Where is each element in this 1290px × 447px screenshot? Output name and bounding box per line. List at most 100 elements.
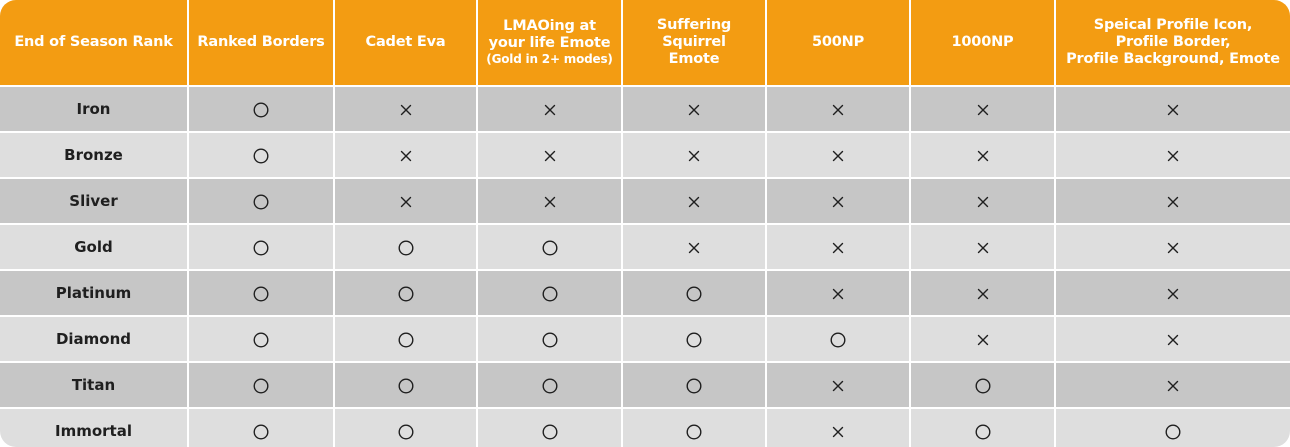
circle-mark-icon bbox=[1165, 424, 1181, 440]
header-special-profile-bundle: Speical Profile Icon, Profile Border, Prof… bbox=[1056, 0, 1290, 87]
reward-cell bbox=[911, 225, 1056, 271]
header-end-of-season-rank: End of Season Rank bbox=[0, 0, 189, 87]
reward-cell bbox=[911, 317, 1056, 363]
reward-cell bbox=[335, 363, 478, 409]
reward-cell bbox=[335, 271, 478, 317]
cross-mark-icon bbox=[542, 148, 558, 164]
circle-mark-icon bbox=[397, 424, 414, 440]
cross-mark-icon bbox=[686, 148, 702, 164]
header-500np: 500NP bbox=[767, 0, 911, 87]
cross-mark-icon bbox=[975, 148, 991, 164]
cross-mark-icon bbox=[1165, 286, 1181, 302]
circle-mark-icon bbox=[686, 286, 702, 302]
circle-mark-icon bbox=[397, 240, 414, 256]
circle-mark-icon bbox=[253, 102, 269, 118]
circle-mark-icon bbox=[974, 424, 991, 440]
reward-cell bbox=[623, 133, 767, 179]
cross-mark-icon bbox=[1165, 148, 1181, 164]
rank-label: Platinum bbox=[0, 271, 189, 317]
header-lmaoing-emote: LMAOing at your life Emote (Gold in 2+ mod… bbox=[478, 0, 623, 87]
reward-cell bbox=[189, 271, 335, 317]
cross-mark-icon bbox=[830, 424, 846, 440]
circle-mark-icon bbox=[974, 378, 991, 394]
reward-cell bbox=[911, 409, 1056, 447]
reward-cell bbox=[189, 179, 335, 225]
rank-label: Bronze bbox=[0, 133, 189, 179]
circle-mark-icon bbox=[397, 332, 414, 348]
cross-mark-icon bbox=[398, 102, 414, 118]
cross-mark-icon bbox=[975, 286, 991, 302]
cross-mark-icon bbox=[542, 194, 558, 210]
circle-mark-icon bbox=[253, 240, 269, 256]
cross-mark-icon bbox=[830, 148, 846, 164]
reward-cell bbox=[767, 133, 911, 179]
header-text-line: Ranked Borders bbox=[197, 34, 325, 50]
circle-mark-icon bbox=[253, 286, 269, 302]
reward-cell bbox=[1056, 317, 1290, 363]
cross-mark-icon bbox=[1165, 240, 1181, 256]
reward-cell bbox=[335, 317, 478, 363]
rank-label: Diamond bbox=[0, 317, 189, 363]
table-row: Sliver bbox=[0, 179, 1290, 225]
reward-cell bbox=[335, 179, 478, 225]
reward-cell bbox=[189, 317, 335, 363]
header-text-line: LMAOing at bbox=[503, 18, 596, 34]
table-row: Platinum bbox=[0, 271, 1290, 317]
cross-mark-icon bbox=[830, 194, 846, 210]
rank-label: Sliver bbox=[0, 179, 189, 225]
header-text-line: 1000NP bbox=[951, 34, 1014, 50]
reward-cell bbox=[189, 87, 335, 133]
circle-mark-icon bbox=[253, 194, 269, 210]
header-1000np: 1000NP bbox=[911, 0, 1056, 87]
rank-label: Iron bbox=[0, 87, 189, 133]
reward-cell bbox=[189, 409, 335, 447]
reward-cell bbox=[478, 133, 623, 179]
cross-mark-icon bbox=[830, 102, 846, 118]
circle-mark-icon bbox=[541, 378, 558, 394]
reward-cell bbox=[335, 225, 478, 271]
circle-mark-icon bbox=[541, 424, 558, 440]
cross-mark-icon bbox=[830, 286, 846, 302]
table-row: Iron bbox=[0, 87, 1290, 133]
table-header-row: End of Season Rank Ranked Borders Cadet Ev… bbox=[0, 0, 1290, 87]
header-text-line: Emote bbox=[668, 51, 720, 67]
reward-cell bbox=[623, 409, 767, 447]
cross-mark-icon bbox=[686, 102, 702, 118]
circle-mark-icon bbox=[253, 148, 269, 164]
header-text-line: Profile Border, bbox=[1115, 34, 1231, 50]
reward-cell bbox=[1056, 225, 1290, 271]
circle-mark-icon bbox=[397, 286, 414, 302]
reward-cell bbox=[911, 363, 1056, 409]
reward-cell bbox=[478, 363, 623, 409]
rank-label: Gold bbox=[0, 225, 189, 271]
header-suffering-squirrel-emote: Suffering Squirrel Emote bbox=[623, 0, 767, 87]
table-row: Gold bbox=[0, 225, 1290, 271]
reward-cell bbox=[623, 317, 767, 363]
reward-cell bbox=[478, 317, 623, 363]
cross-mark-icon bbox=[686, 240, 702, 256]
reward-cell bbox=[767, 225, 911, 271]
reward-cell bbox=[478, 409, 623, 447]
reward-cell bbox=[1056, 133, 1290, 179]
reward-cell bbox=[767, 363, 911, 409]
cross-mark-icon bbox=[398, 148, 414, 164]
table-row: Bronze bbox=[0, 133, 1290, 179]
header-note: (Gold in 2+ modes) bbox=[486, 52, 613, 66]
cross-mark-icon bbox=[1165, 102, 1181, 118]
cross-mark-icon bbox=[542, 102, 558, 118]
circle-mark-icon bbox=[830, 332, 846, 348]
reward-cell bbox=[623, 87, 767, 133]
circle-mark-icon bbox=[397, 378, 414, 394]
circle-mark-icon bbox=[541, 332, 558, 348]
reward-cell bbox=[189, 133, 335, 179]
cross-mark-icon bbox=[975, 332, 991, 348]
cross-mark-icon bbox=[830, 240, 846, 256]
reward-cell bbox=[911, 179, 1056, 225]
circle-mark-icon bbox=[253, 332, 269, 348]
reward-cell bbox=[623, 271, 767, 317]
reward-cell bbox=[767, 317, 911, 363]
cross-mark-icon bbox=[975, 240, 991, 256]
header-text-line: Speical Profile Icon, bbox=[1093, 17, 1253, 33]
header-text-line: Profile Background, Emote bbox=[1066, 51, 1280, 67]
reward-cell bbox=[623, 225, 767, 271]
